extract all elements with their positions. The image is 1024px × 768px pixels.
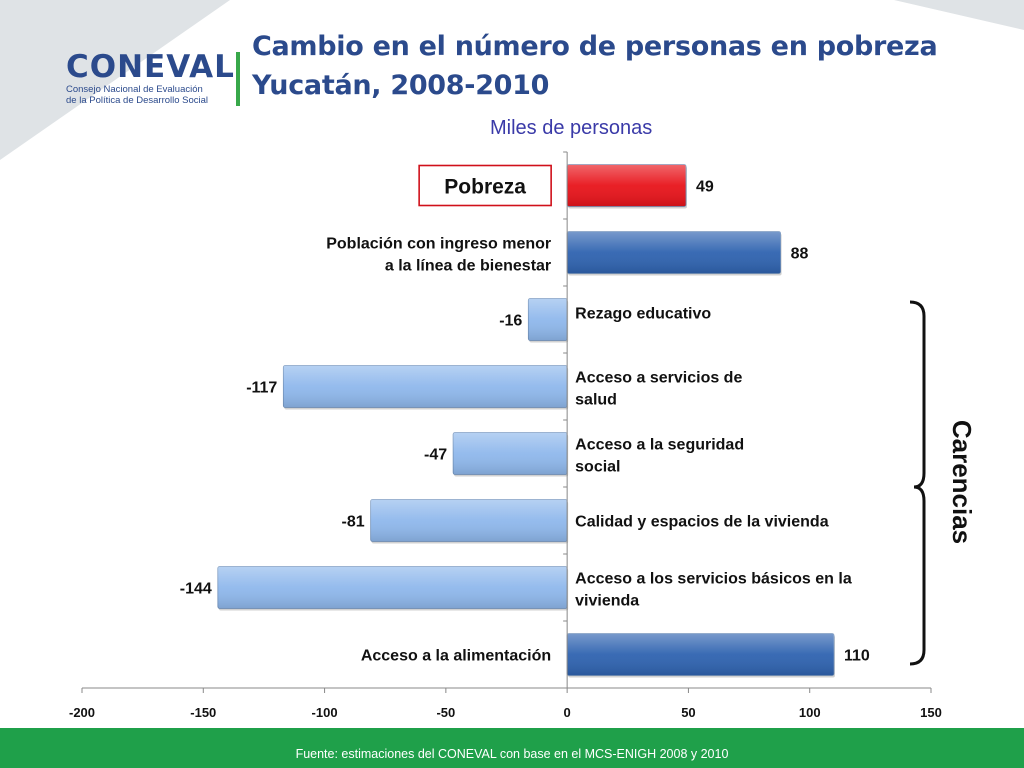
category-label: Acceso a los servicios básicos en la vivi… bbox=[575, 571, 852, 610]
value-label: -47 bbox=[424, 447, 447, 464]
category-label: Acceso a servicios de salud bbox=[575, 370, 742, 409]
x-tick-label: -100 bbox=[312, 705, 338, 720]
logo-subtitle-line1: Consejo Nacional de Evaluación bbox=[66, 84, 203, 95]
category-label: Población con ingreso menor a la línea de… bbox=[326, 236, 551, 275]
value-label: 49 bbox=[696, 179, 714, 196]
footer-bar: Fuente: estimaciones del CONEVAL con bas… bbox=[0, 728, 1024, 768]
slide-title: Cambio en el número de personas en pobre… bbox=[252, 31, 938, 62]
value-label: -16 bbox=[499, 313, 522, 330]
category-label: Acceso a la alimentación bbox=[361, 648, 551, 665]
source-note: Fuente: estimaciones del CONEVAL con bas… bbox=[295, 747, 729, 761]
bar-gloss bbox=[567, 231, 781, 274]
category-label-line: Población con ingreso menor bbox=[326, 236, 551, 253]
bracket-label: Carencias bbox=[947, 420, 977, 544]
x-tick-label: 100 bbox=[799, 705, 821, 720]
bar-gloss bbox=[567, 164, 687, 207]
x-tick-label: 150 bbox=[920, 705, 942, 720]
category-label-line: Acceso a los servicios básicos en la bbox=[575, 571, 852, 588]
bar-gloss bbox=[283, 365, 568, 408]
corner-decoration-left bbox=[0, 0, 230, 160]
x-tick-label: 0 bbox=[564, 705, 571, 720]
category-label-line: a la línea de bienestar bbox=[385, 258, 551, 275]
category-label-line: vivienda bbox=[575, 593, 639, 610]
value-label: -81 bbox=[342, 514, 365, 531]
coneval-logo: CONEVAL Consejo Nacional de Evaluación d… bbox=[66, 49, 235, 106]
category-label-line: social bbox=[575, 459, 620, 476]
bar-gloss bbox=[370, 499, 568, 542]
category-label: Pobreza bbox=[444, 176, 526, 199]
category-label: Calidad y espacios de la vivienda bbox=[575, 514, 829, 531]
category-label-line: Acceso a la seguridad bbox=[575, 437, 744, 454]
poverty-change-bar-chart: 49 Pobreza 88 Población con ingreso menor a … bbox=[69, 151, 977, 720]
bar-gloss bbox=[567, 633, 834, 676]
x-tick-label: -150 bbox=[190, 705, 216, 720]
category-label-line: salud bbox=[575, 392, 617, 409]
bar-gloss bbox=[453, 432, 568, 475]
corner-decoration-right bbox=[894, 0, 1024, 30]
carencias-bracket bbox=[909, 300, 926, 666]
logo-subtitle-line2: de la Política de Desarrollo Social bbox=[66, 95, 209, 106]
value-label: 88 bbox=[791, 246, 809, 263]
category-label-line: Calidad y espacios de la vivienda bbox=[575, 514, 829, 531]
category-label-line: Acceso a servicios de bbox=[575, 370, 742, 387]
logo-divider bbox=[236, 52, 240, 106]
x-tick-label: -50 bbox=[436, 705, 455, 720]
bar-gloss bbox=[217, 566, 568, 609]
bar-gloss bbox=[528, 298, 568, 341]
category-label: Rezago educativo bbox=[575, 306, 711, 323]
value-label: -117 bbox=[246, 380, 277, 397]
value-label: -144 bbox=[180, 581, 212, 598]
unit-label: Miles de personas bbox=[490, 117, 653, 139]
value-label: 110 bbox=[844, 648, 870, 665]
logo-wordmark: CONEVAL bbox=[66, 49, 235, 85]
poverty-label-box bbox=[418, 164, 552, 207]
x-tick-label: -200 bbox=[69, 705, 95, 720]
category-label-line: Rezago educativo bbox=[575, 306, 711, 323]
slide-subtitle: Yucatán, 2008-2010 bbox=[252, 70, 550, 101]
category-label-line: Acceso a la alimentación bbox=[361, 648, 551, 665]
x-tick-label: 50 bbox=[681, 705, 695, 720]
category-label: Acceso a la seguridad social bbox=[575, 437, 744, 476]
